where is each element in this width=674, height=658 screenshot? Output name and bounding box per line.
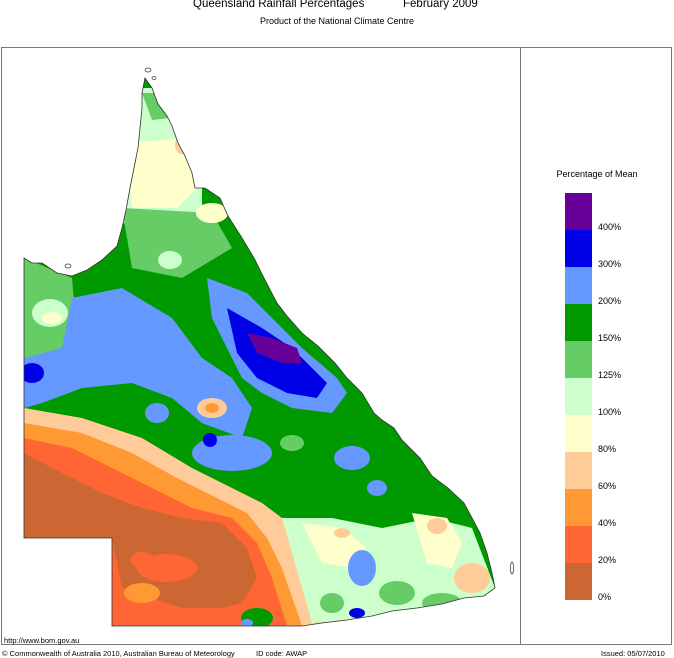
legend-swatch: [565, 489, 592, 526]
legend-tick-label: 300%: [598, 259, 622, 269]
legend-title: Percentage of Mean: [556, 169, 638, 179]
issued-date: Issued: 05/07/2010: [601, 649, 665, 658]
legend-divider: [520, 47, 521, 645]
map-frame: [1, 47, 672, 645]
id-code: ID code: AWAP: [256, 649, 308, 658]
map-title: Queensland Rainfall Percentages February…: [0, 0, 674, 12]
legend-swatch: [565, 341, 592, 378]
legend-tick-label: 20%: [598, 555, 617, 565]
map-subtitle: Product of the National Climate Centre: [259, 16, 415, 26]
legend-tick-label: 80%: [598, 444, 617, 454]
map-period: February 2009: [403, 0, 478, 10]
legend-swatch: [565, 378, 592, 415]
legend-colorbar: [565, 193, 592, 600]
legend-swatch: [565, 193, 592, 230]
legend-tick-label: 40%: [598, 518, 617, 528]
legend-tick-label: 200%: [598, 296, 622, 306]
legend-swatch: [565, 304, 592, 341]
legend-tick-label: 150%: [598, 333, 622, 343]
legend-swatch: [565, 230, 592, 267]
map-title-text: Queensland Rainfall Percentages: [193, 0, 365, 10]
copyright-text: © Commonwealth of Australia 2010, Austra…: [2, 649, 235, 658]
source-url[interactable]: http://www.bom.gov.au: [4, 636, 80, 645]
legend-swatch: [565, 415, 592, 452]
legend-swatch: [565, 563, 592, 600]
legend-swatch: [565, 267, 592, 304]
legend-tick-label: 125%: [598, 370, 622, 380]
legend-tick-label: 400%: [598, 222, 622, 232]
legend-swatch: [565, 526, 592, 563]
legend-swatch: [565, 452, 592, 489]
legend-tick-label: 0%: [598, 592, 612, 602]
rainfall-map: [23, 67, 514, 627]
legend-tick-label: 60%: [598, 481, 617, 491]
legend-tick-label: 100%: [598, 407, 622, 417]
